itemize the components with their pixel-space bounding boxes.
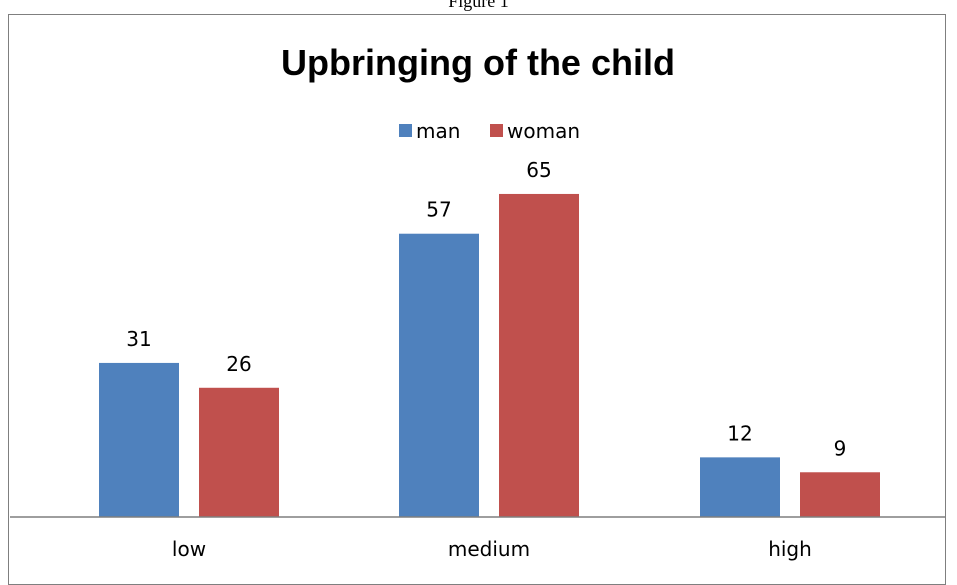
legend-swatch-woman bbox=[490, 124, 503, 137]
bar-man-high bbox=[700, 457, 780, 517]
bar-woman-low bbox=[199, 387, 279, 517]
data-label-woman-high: 9 bbox=[834, 436, 847, 460]
bars-group bbox=[99, 193, 880, 517]
chart-title: Upbringing of the child bbox=[281, 42, 675, 83]
data-label-man-low: 31 bbox=[126, 327, 151, 351]
bar-woman-medium bbox=[499, 193, 579, 517]
bar-woman-high bbox=[800, 472, 880, 517]
x-tick-label-high: high bbox=[768, 537, 812, 561]
chart-legend: man woman bbox=[399, 119, 580, 143]
data-label-woman-medium: 65 bbox=[526, 158, 551, 182]
data-label-woman-low: 26 bbox=[226, 352, 251, 376]
legend-label-woman: woman bbox=[507, 119, 580, 143]
figure-caption: Figure 1 bbox=[448, 0, 509, 11]
x-tick-label-low: low bbox=[172, 537, 206, 561]
data-label-man-high: 12 bbox=[727, 421, 752, 445]
x-tick-label-medium: medium bbox=[448, 537, 530, 561]
data-label-man-medium: 57 bbox=[426, 198, 451, 222]
legend-label-man: man bbox=[416, 119, 460, 143]
bar-man-medium bbox=[399, 233, 479, 517]
bar-man-low bbox=[99, 362, 179, 517]
legend-swatch-man bbox=[399, 124, 412, 137]
x-tick-labels-group: low medium high bbox=[172, 537, 812, 561]
data-labels-group: 31 26 57 65 12 9 bbox=[126, 158, 846, 460]
